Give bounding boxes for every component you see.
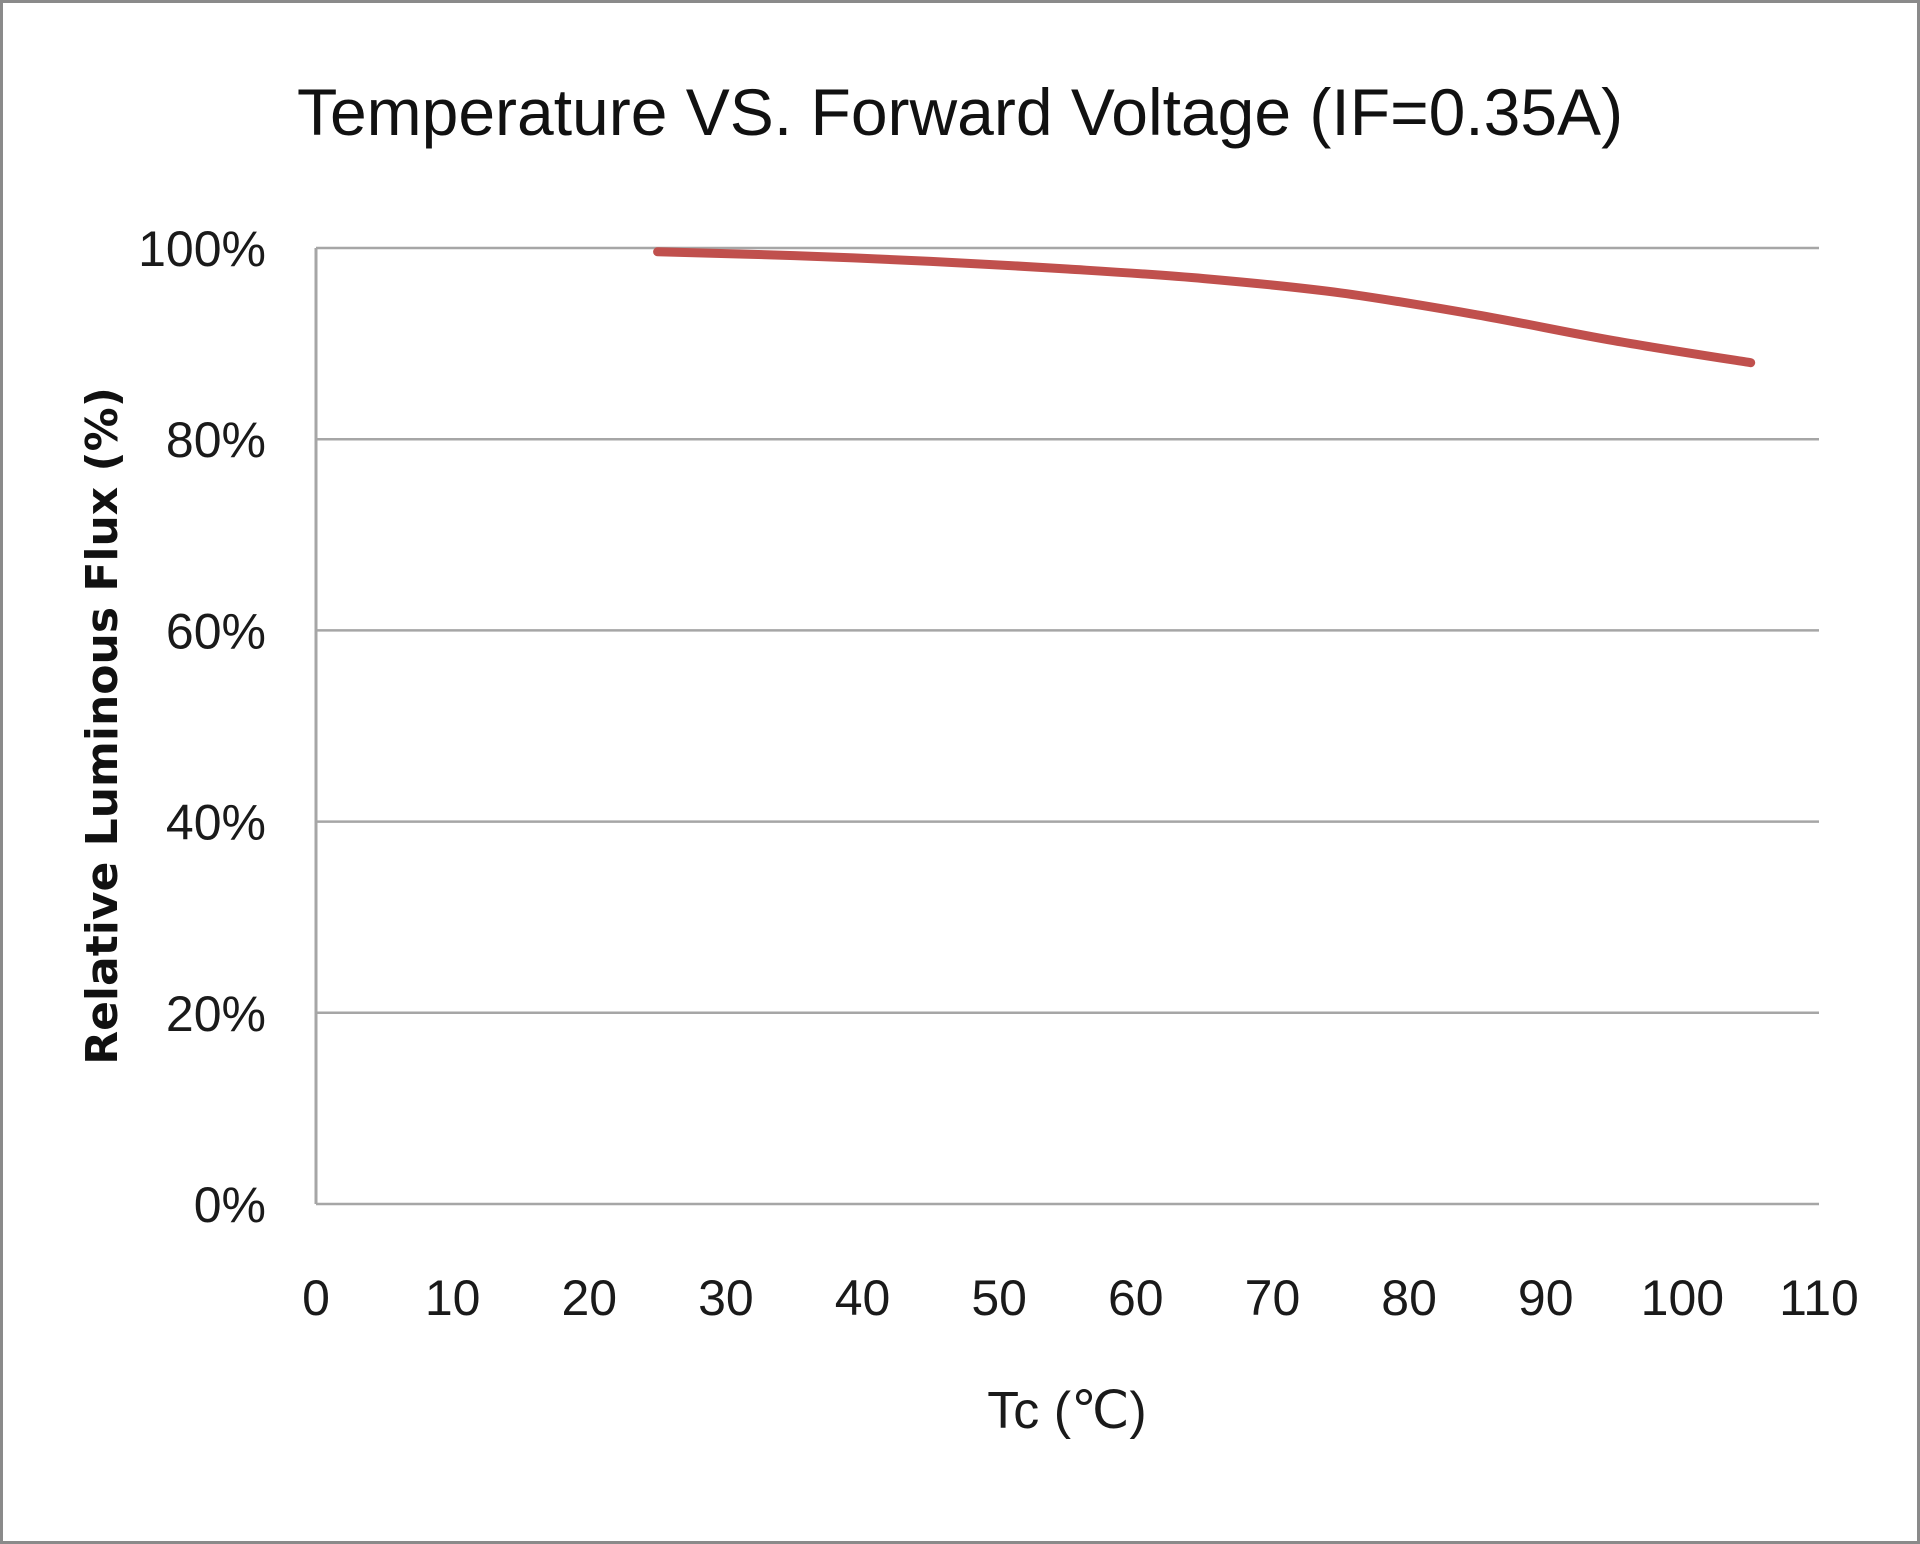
y-tick-labels: 0% 20% 40% 60% 80% 100% xyxy=(138,221,266,1233)
gridlines xyxy=(316,246,1819,1206)
x-tick-label: 30 xyxy=(698,1270,754,1326)
x-tick-label: 110 xyxy=(1779,1270,1859,1326)
y-tick-label: 60% xyxy=(166,603,266,659)
y-tick-label: 40% xyxy=(166,795,266,851)
series-line-0 xyxy=(653,247,1756,368)
x-tick-label: 70 xyxy=(1245,1270,1301,1326)
x-tick-labels: 0 10 20 30 40 50 60 70 80 90 100 110 xyxy=(302,1270,1859,1326)
x-tick-label: 60 xyxy=(1108,1270,1164,1326)
x-tick-label: 90 xyxy=(1518,1270,1574,1326)
y-axis-label: Relative Luminous Flux (%) xyxy=(77,387,128,1065)
x-tick-label: 10 xyxy=(425,1270,481,1326)
x-tick-label: 50 xyxy=(971,1270,1027,1326)
x-tick-label: 80 xyxy=(1381,1270,1437,1326)
y-tick-label: 100% xyxy=(138,221,266,277)
x-tick-label: 0 xyxy=(302,1270,330,1326)
x-tick-label: 20 xyxy=(561,1270,617,1326)
x-axis-label: Tc (℃) xyxy=(987,1382,1146,1440)
series-layer xyxy=(653,247,1756,368)
x-tick-label: 40 xyxy=(835,1270,891,1326)
y-tick-label: 20% xyxy=(166,986,266,1042)
y-tick-label: 0% xyxy=(194,1177,266,1233)
x-tick-label: 100 xyxy=(1641,1270,1724,1326)
chart-title: Temperature VS. Forward Voltage (IF=0.35… xyxy=(297,75,1623,149)
y-tick-label: 80% xyxy=(166,412,266,468)
